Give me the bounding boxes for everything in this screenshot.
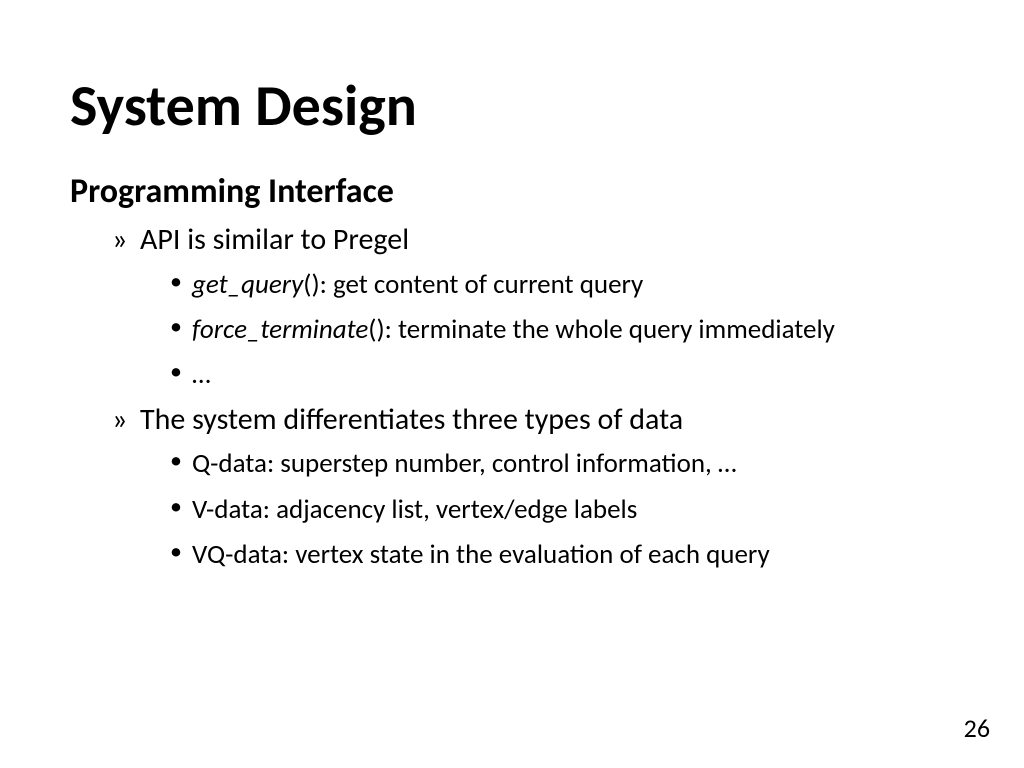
bullet-data-types: The system differentiates three types of… — [112, 400, 954, 441]
fn-desc: (): get content of current query — [303, 268, 643, 301]
subbullet-ellipsis: … — [170, 355, 954, 394]
subbullet-force-terminate: force_terminate(): terminate the whole q… — [170, 310, 954, 349]
slide-subtitle: Programming Interface — [70, 171, 954, 212]
slide: System Design Programming Interface API … — [0, 0, 1024, 768]
subbullet-get-query: get_query(): get content of current quer… — [170, 265, 954, 304]
subbullet-vdata: V-data: adjacency list, vertex/edge labe… — [170, 490, 954, 529]
slide-title: System Design — [70, 70, 954, 141]
subbullet-vqdata: VQ-data: vertex state in the evaluation … — [170, 535, 954, 574]
fn-name: force_terminate — [192, 313, 368, 346]
bullet-api: API is similar to Pregel — [112, 220, 954, 261]
page-number: 26 — [964, 712, 990, 744]
subbullet-qdata: Q-data: superstep number, control inform… — [170, 444, 954, 483]
fn-name: get_query — [192, 268, 303, 301]
fn-desc: (): terminate the whole query immediatel… — [368, 313, 835, 346]
